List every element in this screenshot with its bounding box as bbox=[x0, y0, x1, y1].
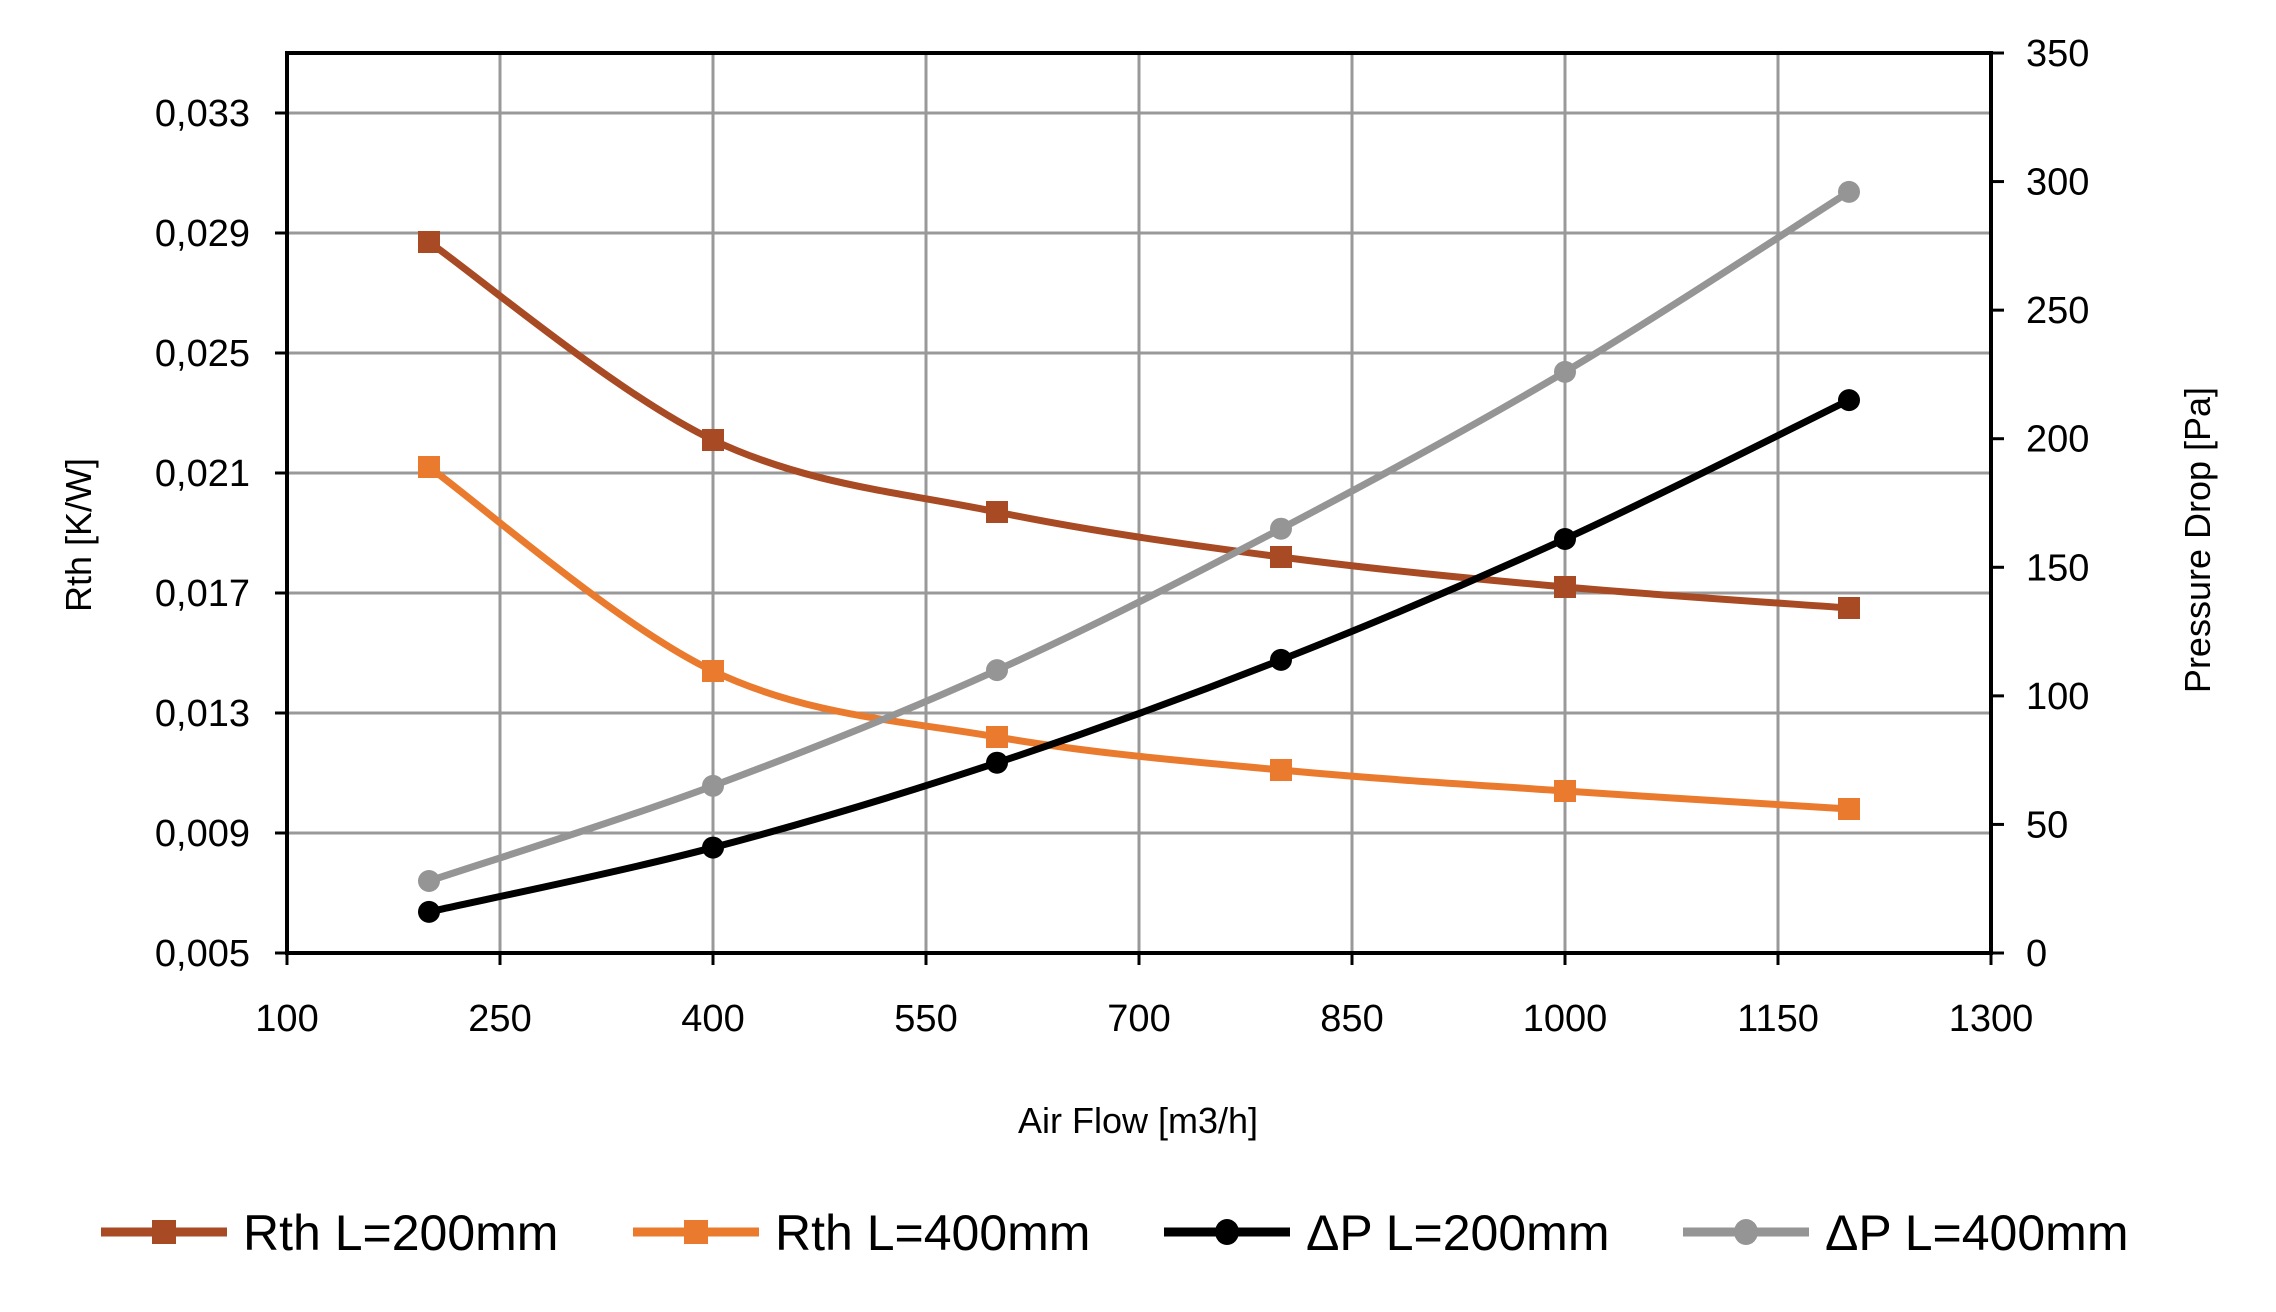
data-point-square bbox=[986, 726, 1008, 748]
x-tick-label: 100 bbox=[255, 998, 318, 1040]
x-tick-label: 1300 bbox=[1949, 998, 2034, 1040]
data-point-square bbox=[1838, 597, 1860, 619]
data-point-circle bbox=[702, 774, 724, 797]
legend: Rth L=200mm Rth L=400mm ΔP L=200mm ΔP L=400… bbox=[101, 1205, 2128, 1261]
grid-lines bbox=[287, 53, 1991, 953]
ticks bbox=[275, 51, 2004, 965]
data-point-circle bbox=[1554, 360, 1576, 383]
series-line bbox=[426, 464, 1850, 813]
y2-tick-label: 300 bbox=[2026, 162, 2089, 204]
data-point-square bbox=[702, 660, 724, 682]
data-point-square bbox=[1554, 576, 1576, 598]
y2-axis-title: Pressure Drop [Pa] bbox=[2177, 387, 2218, 693]
y-tick-labels: 0,005 0,009 0,013 0,017 0,021 0,025 0,029 0,033 bbox=[155, 93, 250, 975]
y-axis-title: Rth [K/W] bbox=[58, 458, 99, 612]
series-line bbox=[426, 239, 1850, 612]
data-point-square bbox=[418, 456, 440, 478]
data-point-circle bbox=[702, 836, 724, 859]
legend-label: Rth L=400mm bbox=[775, 1205, 1090, 1261]
legend-marker-circle-icon bbox=[1215, 1219, 1239, 1245]
y2-tick-labels: 0 50 100 150 200 250 300 350 bbox=[2026, 33, 2089, 975]
series-line bbox=[428, 396, 1851, 916]
y-tick-label: 0,005 bbox=[155, 933, 250, 975]
data-point-square bbox=[1270, 759, 1292, 781]
data-point-square bbox=[702, 429, 724, 451]
y2-tick-label: 350 bbox=[2026, 33, 2089, 75]
x-tick-labels: 100 250 400 550 700 850 1000 1150 1300 bbox=[255, 998, 2033, 1040]
y2-tick-label: 150 bbox=[2026, 547, 2089, 589]
y-tick-label: 0,021 bbox=[155, 453, 250, 495]
y-tick-label: 0,017 bbox=[155, 573, 250, 615]
data-point-circle bbox=[1554, 528, 1576, 550]
x-tick-label: 1150 bbox=[1737, 998, 1819, 1040]
series-group bbox=[418, 180, 1860, 923]
data-point-circle bbox=[1270, 517, 1292, 540]
y-tick-label: 0,013 bbox=[155, 693, 250, 735]
data-point-circle bbox=[986, 751, 1008, 774]
legend-marker-circle-icon bbox=[1734, 1219, 1758, 1245]
series-dp-400mm bbox=[418, 180, 1860, 892]
y-tick-label: 0,025 bbox=[155, 333, 250, 375]
data-point-circle bbox=[986, 659, 1008, 682]
y2-tick-label: 200 bbox=[2026, 419, 2089, 461]
series-rth-400mm bbox=[418, 456, 1860, 820]
x-tick-label: 550 bbox=[894, 998, 957, 1040]
x-tick-label: 1000 bbox=[1523, 998, 1608, 1040]
legend-item-dp-400mm: ΔP L=400mm bbox=[1683, 1205, 2128, 1261]
y2-tick-label: 100 bbox=[2026, 676, 2089, 718]
data-point-square bbox=[986, 501, 1008, 523]
series-rth-200mm bbox=[418, 231, 1860, 619]
data-point-square bbox=[1554, 780, 1576, 802]
x-tick-label: 700 bbox=[1107, 998, 1170, 1040]
data-point-circle bbox=[418, 870, 440, 892]
y-tick-label: 0,009 bbox=[155, 813, 250, 855]
legend-item-rth-200mm: Rth L=200mm bbox=[101, 1205, 558, 1261]
y2-tick-label: 50 bbox=[2026, 804, 2068, 846]
x-tick-label: 850 bbox=[1320, 998, 1383, 1040]
series-line bbox=[427, 188, 1851, 885]
legend-marker-square-icon bbox=[152, 1220, 176, 1244]
legend-label: ΔP L=200mm bbox=[1306, 1205, 1609, 1261]
data-point-square bbox=[418, 231, 440, 253]
data-point-square bbox=[1838, 798, 1860, 820]
legend-item-dp-200mm: ΔP L=200mm bbox=[1164, 1205, 1609, 1261]
y2-tick-label: 250 bbox=[2026, 290, 2089, 332]
legend-label: ΔP L=400mm bbox=[1825, 1205, 2128, 1261]
x-tick-label: 250 bbox=[468, 998, 531, 1040]
data-point-circle bbox=[1838, 389, 1860, 412]
legend-label: Rth L=200mm bbox=[243, 1205, 558, 1261]
data-point-circle bbox=[418, 900, 440, 923]
x-tick-label: 400 bbox=[681, 998, 744, 1040]
x-axis-title: Air Flow [m3/h] bbox=[1018, 1100, 1258, 1141]
y-tick-label: 0,029 bbox=[155, 213, 250, 255]
legend-item-rth-400mm: Rth L=400mm bbox=[633, 1205, 1090, 1261]
y-tick-label: 0,033 bbox=[155, 93, 250, 135]
series-dp-200mm bbox=[418, 389, 1860, 923]
data-point-square bbox=[1270, 546, 1292, 568]
data-point-circle bbox=[1270, 648, 1292, 671]
y2-tick-label: 0 bbox=[2026, 933, 2047, 975]
data-point-circle bbox=[1838, 180, 1860, 203]
legend-marker-square-icon bbox=[684, 1220, 708, 1244]
